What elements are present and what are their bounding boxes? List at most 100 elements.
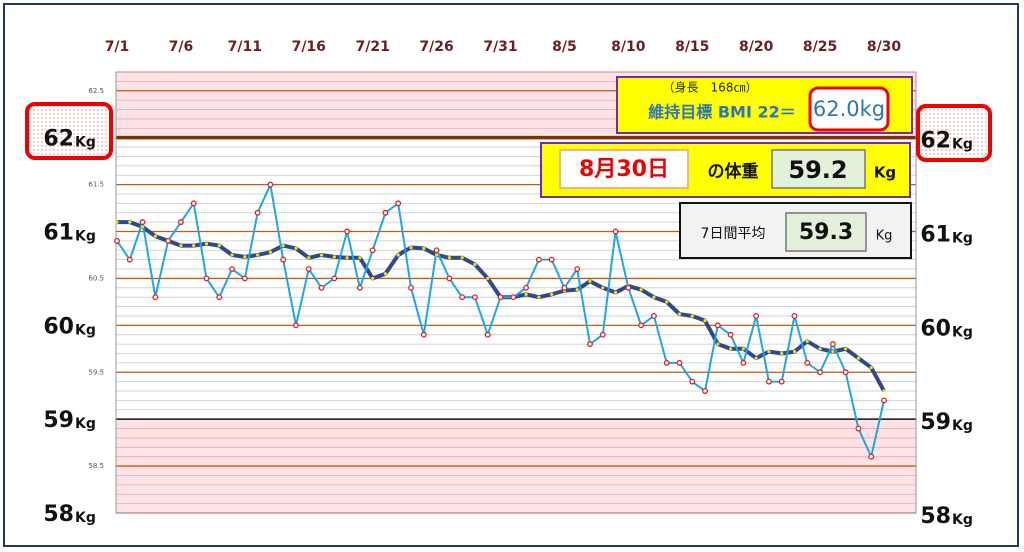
average-point bbox=[217, 243, 221, 248]
weight-point bbox=[446, 275, 453, 282]
y-tick-label: 61 bbox=[920, 223, 951, 248]
weight-point bbox=[868, 453, 875, 460]
unit: Kg bbox=[874, 164, 896, 182]
average-point bbox=[792, 350, 797, 354]
weight-point bbox=[318, 284, 325, 291]
weight-point bbox=[497, 294, 504, 301]
avg-label: 7日間平均 bbox=[701, 226, 766, 242]
weight-point bbox=[293, 322, 299, 329]
average-point bbox=[716, 342, 720, 346]
average-point bbox=[767, 350, 771, 354]
value-box bbox=[808, 86, 890, 132]
average-point bbox=[601, 286, 605, 290]
weight-point bbox=[114, 237, 120, 244]
average-point bbox=[332, 255, 336, 259]
y-tick-label: 62 bbox=[920, 129, 951, 154]
average-point bbox=[652, 295, 656, 299]
weight-point bbox=[229, 266, 235, 272]
minor-tick-label: 59.5 bbox=[88, 368, 104, 376]
x-tick-label: 7/31 bbox=[483, 39, 517, 55]
latest-panel: 8月30日 の体重 59.2 Kg bbox=[540, 142, 911, 198]
x-tick-label: 8/20 bbox=[739, 39, 774, 55]
weight-point bbox=[638, 322, 645, 329]
weight-point bbox=[369, 247, 376, 254]
weight-point bbox=[791, 313, 798, 319]
weight-point bbox=[126, 256, 133, 263]
average-point bbox=[575, 288, 579, 292]
average-point bbox=[153, 234, 157, 238]
value-box bbox=[771, 149, 866, 189]
average-point bbox=[473, 262, 477, 266]
average-point bbox=[383, 272, 388, 276]
date-label: 8月30日 bbox=[579, 157, 669, 182]
weight-point bbox=[612, 228, 619, 235]
weight-point bbox=[842, 369, 849, 376]
average-panel: 7日間平均 59.3 Kg bbox=[679, 202, 912, 259]
weight-point bbox=[650, 313, 657, 319]
average-point bbox=[128, 220, 132, 224]
y-unit: Kg bbox=[75, 416, 96, 432]
average-point bbox=[639, 288, 643, 292]
x-tick-label: 7/11 bbox=[228, 39, 262, 55]
average-point bbox=[281, 243, 285, 248]
weight-point bbox=[510, 294, 517, 301]
avg-value: 59.3 bbox=[799, 220, 853, 245]
x-tick-label: 7/6 bbox=[169, 39, 194, 55]
y-tick-label: 61 bbox=[43, 221, 74, 246]
average-point bbox=[319, 253, 324, 257]
weight-point bbox=[804, 359, 811, 366]
height-note: （身長 168㎝） bbox=[663, 80, 758, 95]
average-point bbox=[460, 256, 464, 260]
y-tick-label: 60 bbox=[920, 316, 951, 341]
average-point bbox=[882, 389, 886, 393]
weight-point bbox=[881, 397, 887, 404]
x-tick-label: 8/5 bbox=[552, 39, 577, 55]
weight-point bbox=[420, 331, 427, 338]
average-point bbox=[486, 276, 490, 281]
average-point bbox=[358, 256, 362, 260]
weight-point bbox=[625, 284, 632, 291]
average-point bbox=[550, 292, 554, 296]
y-unit: Kg bbox=[952, 231, 973, 247]
average-point bbox=[422, 246, 426, 250]
average-point bbox=[256, 253, 260, 257]
minor-tick-label: 60.5 bbox=[88, 274, 104, 282]
average-point bbox=[294, 246, 298, 250]
average-point bbox=[729, 347, 733, 351]
x-tick-label: 8/15 bbox=[675, 39, 709, 55]
average-point bbox=[371, 276, 375, 281]
weight-point bbox=[714, 322, 721, 329]
x-tick-label: 8/30 bbox=[867, 39, 902, 55]
weight-point bbox=[676, 359, 683, 366]
y-unit: Kg bbox=[952, 512, 973, 528]
weight-point bbox=[216, 294, 223, 301]
x-tick-label: 7/21 bbox=[355, 39, 389, 55]
weight-point bbox=[203, 275, 210, 282]
weight-point bbox=[433, 247, 440, 254]
average-point bbox=[243, 255, 247, 259]
weight-point bbox=[587, 341, 593, 348]
average-point bbox=[844, 347, 848, 351]
y-tick-label: 60 bbox=[43, 314, 74, 339]
y-tick-label: 58 bbox=[43, 502, 74, 527]
average-point bbox=[537, 295, 541, 299]
weight-point bbox=[535, 256, 542, 263]
average-point bbox=[396, 253, 400, 257]
weight-point bbox=[523, 284, 530, 291]
average-point bbox=[818, 347, 822, 351]
y-tick-label: 62 bbox=[43, 127, 74, 152]
weight-point bbox=[561, 284, 568, 291]
average-point bbox=[856, 356, 861, 360]
weight-point bbox=[817, 369, 824, 376]
weight-point bbox=[382, 209, 389, 216]
weight-point bbox=[663, 359, 670, 366]
y-unit: Kg bbox=[952, 324, 973, 340]
x-tick-label: 8/25 bbox=[803, 39, 837, 55]
weight-point bbox=[459, 294, 466, 301]
weight-point bbox=[766, 378, 772, 385]
minor-tick-label: 58.5 bbox=[88, 462, 104, 470]
average-point bbox=[805, 339, 809, 343]
average-point bbox=[230, 253, 234, 257]
weight-point bbox=[139, 219, 146, 226]
y-tick-label: 58 bbox=[920, 504, 951, 529]
